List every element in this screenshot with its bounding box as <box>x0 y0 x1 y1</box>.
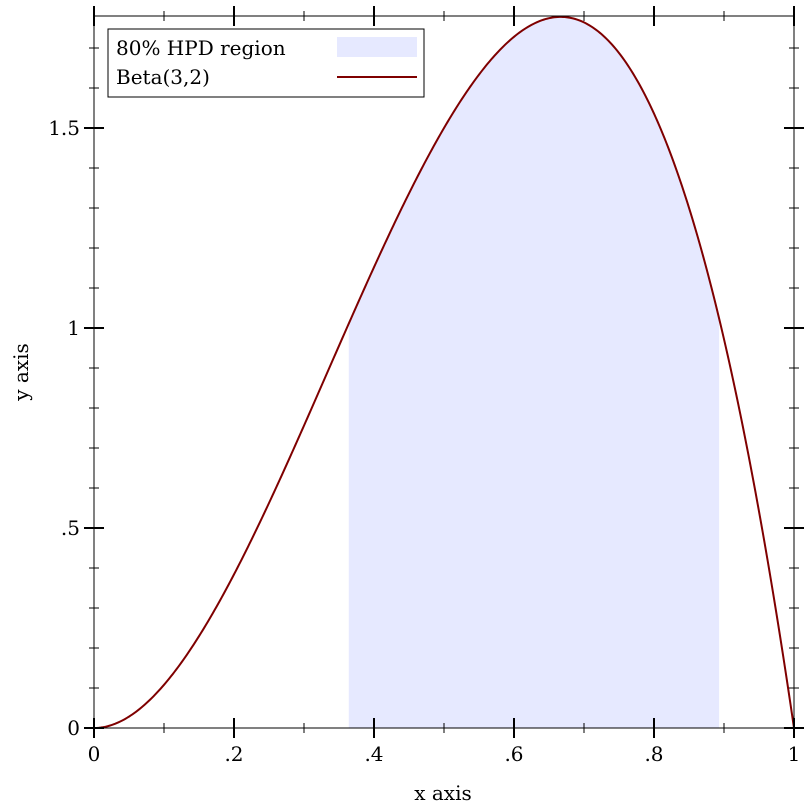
y-tick-label: 1 <box>67 316 80 340</box>
tick-labels: 0 .2 .4 .6 .8 1 0 .5 1 1.5 <box>48 116 800 766</box>
beta-curve-line <box>93 15 795 729</box>
hpd-region-area <box>348 16 720 728</box>
legend-label-hpd: 80% HPD region <box>116 36 286 60</box>
axis-ticks <box>84 6 804 738</box>
x-tick-label: 1 <box>788 742 801 766</box>
hpd-region-layer <box>348 16 720 728</box>
legend: 80% HPD region Beta(3,2) <box>107 28 425 98</box>
x-tick-label: 0 <box>88 742 101 766</box>
x-axis-label: x axis <box>414 781 472 805</box>
x-tick-label: .4 <box>364 742 383 766</box>
y-tick-label: 1.5 <box>48 116 80 140</box>
x-tick-label: .2 <box>224 742 243 766</box>
legend-swatch-hpd <box>337 37 417 57</box>
x-tick-label: .8 <box>644 742 663 766</box>
x-tick-label: .6 <box>504 742 523 766</box>
y-tick-label: .5 <box>61 516 80 540</box>
y-tick-label: 0 <box>67 716 80 740</box>
legend-label-beta: Beta(3,2) <box>116 65 210 89</box>
y-axis-label: y axis <box>9 343 33 402</box>
curve-layer <box>93 15 795 729</box>
